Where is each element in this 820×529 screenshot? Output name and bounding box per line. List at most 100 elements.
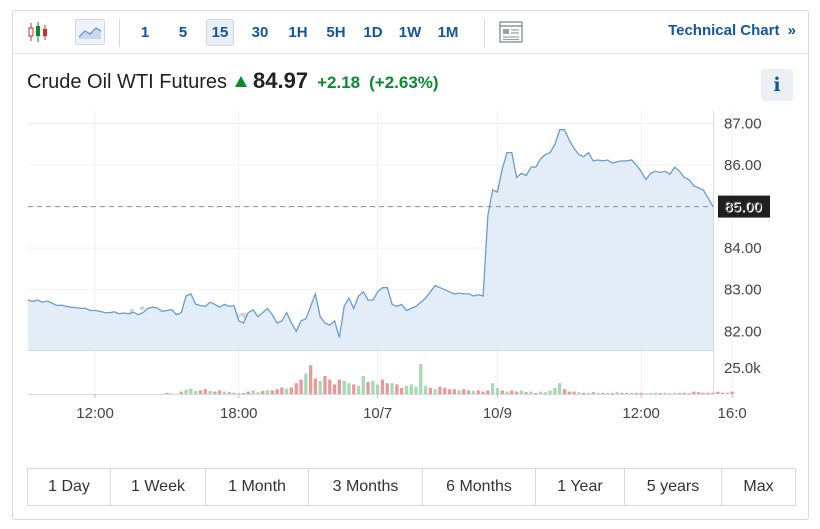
volume-bar: [476, 390, 480, 394]
y-tick-label: 87.00: [724, 115, 762, 132]
volume-bar: [682, 392, 686, 394]
volume-bar: [251, 390, 255, 394]
volume-bar: [385, 383, 389, 394]
timeframe-1h-button[interactable]: 1H: [288, 24, 308, 41]
volume-bar: [376, 384, 380, 394]
price-up-arrow-icon: [235, 76, 248, 87]
volume-bar: [591, 392, 595, 394]
info-button[interactable]: i: [761, 69, 793, 101]
volume-bar: [730, 391, 734, 394]
price-change-percent: (+2.63%): [369, 73, 439, 92]
price-chart: Investing.com 85.00 87.0086.0085.0084.00…: [27, 111, 770, 422]
timeframe-5h-button[interactable]: 5H: [326, 24, 346, 41]
y-tick-label: 84.00: [724, 240, 762, 257]
range-1-month-button[interactable]: 1 Month: [206, 469, 309, 505]
instrument-name: Crude Oil WTI Futures: [27, 71, 228, 93]
volume-bar: [720, 392, 725, 394]
volume-bar: [615, 392, 619, 394]
volume-bar: [639, 392, 643, 394]
price-area: [28, 129, 713, 350]
volume-bar: [534, 392, 538, 394]
volume-bar: [337, 379, 341, 394]
volume-bar: [165, 392, 169, 394]
timeframe-1d-button[interactable]: 1D: [363, 24, 383, 41]
timeframe-30-button[interactable]: 30: [251, 24, 269, 41]
volume-bar: [400, 388, 404, 394]
timeframe-1w-button[interactable]: 1W: [398, 24, 422, 41]
volume-bar: [270, 390, 274, 394]
range-1-day-button[interactable]: 1 Day: [28, 469, 111, 505]
x-tick-label: 18:00: [220, 405, 258, 422]
last-price: 84.97: [253, 68, 309, 93]
volume-bar: [692, 391, 696, 394]
volume-bar: [519, 390, 523, 394]
volume-bar: [179, 391, 183, 394]
volume-bar: [558, 383, 562, 394]
volume-bar: [256, 392, 260, 394]
range-6-months-button[interactable]: 6 Months: [423, 469, 536, 505]
timeframe-1m-button[interactable]: 1M: [437, 24, 459, 41]
y-tick-label: 82.00: [724, 323, 762, 340]
volume-bar: [313, 378, 317, 394]
volume-bar: [414, 386, 418, 394]
volume-bar: [170, 393, 174, 394]
technical-chart-link[interactable]: Technical Chart »: [668, 22, 796, 39]
timeframe-1-button[interactable]: 1: [140, 24, 150, 41]
volume-bar: [491, 383, 495, 394]
volume-bar: [361, 376, 365, 394]
volume-bar: [299, 379, 303, 394]
volume-bar: [687, 393, 691, 394]
volume-bar: [237, 392, 241, 394]
volume-bar: [419, 364, 423, 394]
volume-bar: [222, 391, 226, 394]
chart-toolbar: 1 5 15 30 1H 5H 1D 1W 1M Technical Chart »: [13, 11, 808, 54]
volume-bar: [289, 387, 294, 394]
area-chart-icon[interactable]: [75, 19, 105, 45]
layout-icon[interactable]: [498, 19, 524, 45]
volume-bar: [538, 391, 543, 394]
volume-bar: [663, 392, 667, 394]
volume-bar: [246, 391, 250, 394]
range-5-years-button[interactable]: 5 years: [625, 469, 722, 505]
volume-bar: [586, 392, 591, 394]
toolbar-divider: [484, 19, 485, 47]
volume-bar: [208, 391, 212, 394]
volume-bar: [625, 393, 629, 394]
x-tick-label: 10/9: [483, 405, 512, 422]
range-max-button[interactable]: Max: [743, 478, 774, 495]
candlestick-icon[interactable]: [25, 19, 51, 45]
volume-bar: [184, 389, 188, 394]
volume-bar: [380, 379, 385, 394]
volume-bar: [332, 384, 337, 394]
volume-bar: [189, 388, 193, 394]
volume-bar: [548, 390, 552, 394]
timeframe-5-button[interactable]: 5: [178, 24, 188, 41]
volume-bar: [198, 390, 203, 394]
volume-bar: [323, 376, 327, 394]
volume-bar: [347, 383, 351, 394]
volume-bar: [524, 392, 528, 394]
range-1-week-button[interactable]: 1 Week: [111, 469, 206, 505]
double-chevron-right-icon: »: [787, 22, 796, 39]
range-3-months-button[interactable]: 3 Months: [309, 469, 423, 505]
volume-bar: [697, 392, 701, 394]
volume-bar: [486, 390, 490, 394]
volume-bar: [356, 385, 361, 394]
price-line: [27, 129, 714, 338]
chart-widget: 1 5 15 30 1H 5H 1D 1W 1M Technical Chart » Crude…: [12, 10, 809, 520]
volume-bar: [601, 393, 605, 394]
volume-bar: [285, 388, 289, 394]
volume-bar: [452, 389, 456, 394]
timeframe-15-button[interactable]: 15: [206, 19, 234, 46]
y-tick-label: 86.00: [724, 157, 762, 174]
volume-bar: [716, 391, 720, 394]
range-1-year-button[interactable]: 1 Year: [536, 469, 625, 505]
volume-bar: [294, 383, 298, 394]
volume-bar: [572, 391, 576, 394]
volume-bar: [232, 392, 236, 394]
x-tick-label: 16:0: [718, 405, 747, 422]
volume-bar: [194, 391, 198, 394]
volume-bar: [328, 379, 332, 394]
volume-bar: [309, 365, 313, 394]
volume-bar: [634, 393, 638, 394]
